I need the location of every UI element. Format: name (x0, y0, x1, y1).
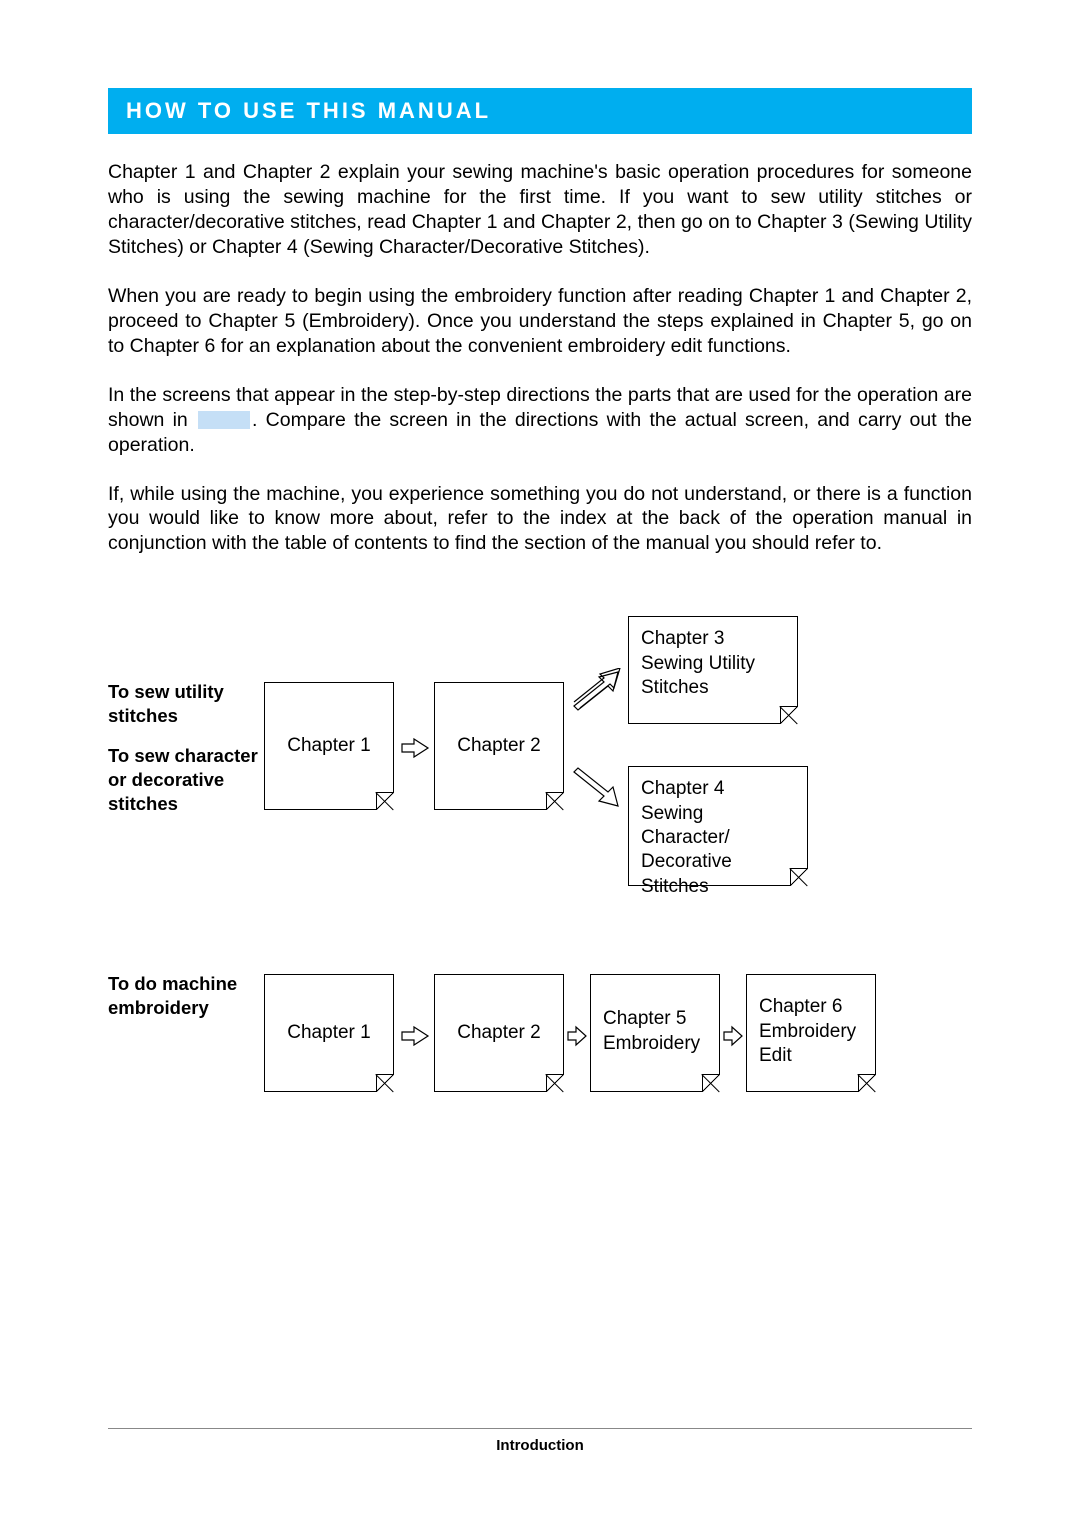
paragraph-1: Chapter 1 and Chapter 2 explain your sew… (108, 160, 972, 260)
box-chapter-5-text: Chapter 5 Embroidery (603, 1007, 700, 1056)
flow-diagram: To sew utility stitches To sew character… (108, 606, 972, 1166)
footer-text: Introduction (496, 1437, 583, 1454)
box-chapter-4: Chapter 4 Sewing Character/ Decorative S… (628, 766, 808, 886)
box-chapter-4-text: Chapter 4 Sewing Character/ Decorative S… (641, 777, 795, 899)
box-chapter-3: Chapter 3 Sewing Utility Stitches (628, 616, 798, 724)
page-footer: Introduction (108, 1428, 972, 1454)
label-utility: To sew utility stitches (108, 680, 258, 728)
box-chapter-1b: Chapter 1 (264, 974, 394, 1092)
highlight-swatch (198, 411, 250, 429)
paragraph-4: If, while using the machine, you experie… (108, 482, 972, 557)
box-chapter-2: Chapter 2 (434, 682, 564, 810)
arrow-icon (400, 1024, 430, 1053)
label-decorative: To sew character or decorative stitches (108, 744, 258, 816)
arrow-down-icon (568, 766, 624, 815)
box-chapter-2-text: Chapter 2 (457, 734, 540, 758)
box-chapter-1: Chapter 1 (264, 682, 394, 810)
arrow-icon (400, 736, 430, 765)
box-chapter-2b-text: Chapter 2 (457, 1021, 540, 1045)
box-chapter-1-text: Chapter 1 (287, 734, 370, 758)
section-header: HOW TO USE THIS MANUAL (108, 88, 972, 134)
paragraph-3: In the screens that appear in the step-b… (108, 383, 972, 458)
arrow-icon (722, 1024, 744, 1053)
box-chapter-3-text: Chapter 3 Sewing Utility Stitches (641, 627, 785, 700)
box-chapter-2b: Chapter 2 (434, 974, 564, 1092)
box-chapter-1b-text: Chapter 1 (287, 1021, 370, 1045)
box-chapter-6-text: Chapter 6 Embroidery Edit (759, 995, 863, 1068)
box-chapter-6: Chapter 6 Embroidery Edit (746, 974, 876, 1092)
label-embroidery: To do machine embroidery (108, 972, 258, 1020)
paragraph-2: When you are ready to begin using the em… (108, 284, 972, 359)
arrow-up-icon (568, 668, 624, 717)
box-chapter-5: Chapter 5 Embroidery (590, 974, 720, 1092)
section-title: HOW TO USE THIS MANUAL (126, 98, 954, 124)
arrow-icon (566, 1024, 588, 1053)
